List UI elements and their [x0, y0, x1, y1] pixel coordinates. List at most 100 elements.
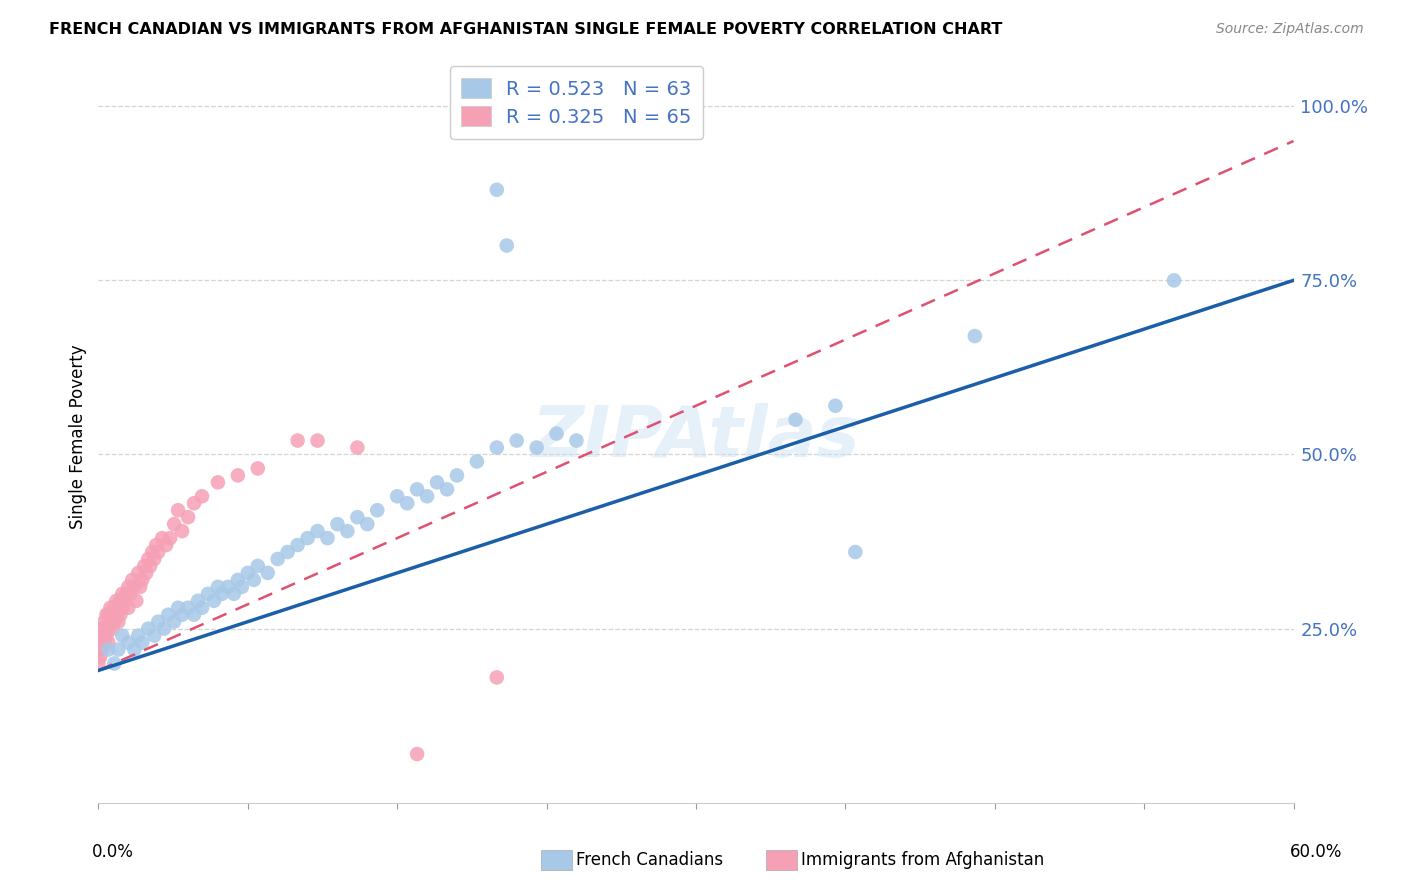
Point [307, 434, 329, 448]
Point [565, 434, 588, 448]
Point [107, 615, 129, 629]
Point [356, 517, 378, 532]
Text: 0.0%: 0.0% [91, 843, 134, 861]
Point [107, 600, 129, 615]
Point [105, 594, 128, 608]
Point [191, 489, 214, 503]
Point [125, 594, 148, 608]
Point [217, 580, 239, 594]
Text: Source: ZipAtlas.com: Source: ZipAtlas.com [1216, 22, 1364, 37]
Point [326, 517, 349, 532]
Legend: R = 0.523   N = 63, R = 0.325   N = 65: R = 0.523 N = 63, R = 0.325 N = 65 [450, 66, 703, 138]
Point [465, 454, 488, 468]
Point [163, 517, 186, 532]
Text: FRENCH CANADIAN VS IMMIGRANTS FROM AFGHANISTAN SINGLE FEMALE POVERTY CORRELATION: FRENCH CANADIAN VS IMMIGRANTS FROM AFGHA… [49, 22, 1002, 37]
Point [243, 573, 266, 587]
Point [117, 580, 139, 594]
Point [485, 670, 508, 684]
Point [148, 615, 170, 629]
Point [91, 629, 114, 643]
Point [167, 600, 190, 615]
Point [506, 434, 529, 448]
Point [546, 426, 568, 441]
Point [495, 238, 517, 252]
Point [103, 657, 125, 671]
Point [124, 642, 146, 657]
Point [256, 566, 278, 580]
Point [197, 587, 219, 601]
Point [316, 531, 339, 545]
Point [277, 545, 299, 559]
Point [385, 489, 409, 503]
Point [121, 573, 143, 587]
Point [103, 600, 125, 615]
Point [98, 600, 122, 615]
Point [91, 642, 114, 657]
Point [336, 524, 359, 538]
Point [136, 622, 159, 636]
Point [111, 587, 134, 601]
Point [177, 600, 200, 615]
Point [143, 629, 166, 643]
Point [226, 573, 249, 587]
Point [141, 545, 163, 559]
Point [129, 580, 152, 594]
Point [163, 615, 186, 629]
Point [844, 545, 866, 559]
Point [416, 489, 439, 503]
Text: Immigrants from Afghanistan: Immigrants from Afghanistan [801, 851, 1045, 869]
Point [366, 503, 388, 517]
Point [124, 580, 146, 594]
Point [111, 600, 134, 615]
Point [96, 629, 118, 643]
Point [87, 657, 110, 671]
Point [131, 635, 153, 649]
Point [426, 475, 449, 490]
Point [167, 503, 190, 517]
Point [1163, 273, 1185, 287]
Point [97, 635, 120, 649]
Point [287, 538, 309, 552]
Point [134, 558, 156, 573]
Point [287, 434, 309, 448]
Point [120, 587, 142, 601]
Point [135, 566, 157, 580]
Point [485, 441, 508, 455]
Point [172, 607, 194, 622]
Point [183, 607, 205, 622]
Point [131, 573, 153, 587]
Point [97, 622, 120, 636]
Point [172, 524, 194, 538]
Point [96, 607, 118, 622]
Point [246, 558, 269, 573]
Point [96, 622, 118, 636]
Point [187, 594, 209, 608]
Point [111, 629, 134, 643]
Y-axis label: Single Female Poverty: Single Female Poverty [69, 345, 87, 529]
Point [183, 496, 205, 510]
Point [91, 622, 114, 636]
Point [436, 483, 458, 497]
Point [110, 594, 132, 608]
Point [89, 649, 111, 664]
Point [202, 594, 225, 608]
Point [101, 607, 124, 622]
Point [110, 607, 132, 622]
Text: ZIPAtlas: ZIPAtlas [531, 402, 860, 472]
Text: French Canadians: French Canadians [576, 851, 724, 869]
Point [115, 587, 138, 601]
Point [267, 552, 290, 566]
Point [127, 629, 149, 643]
Point [526, 441, 548, 455]
Point [226, 468, 249, 483]
Point [963, 329, 986, 343]
Point [159, 531, 181, 545]
Point [97, 607, 120, 622]
Point [93, 635, 115, 649]
Point [98, 615, 122, 629]
Point [485, 183, 508, 197]
Point [107, 642, 129, 657]
Point [396, 496, 419, 510]
Point [117, 600, 139, 615]
Point [103, 615, 125, 629]
